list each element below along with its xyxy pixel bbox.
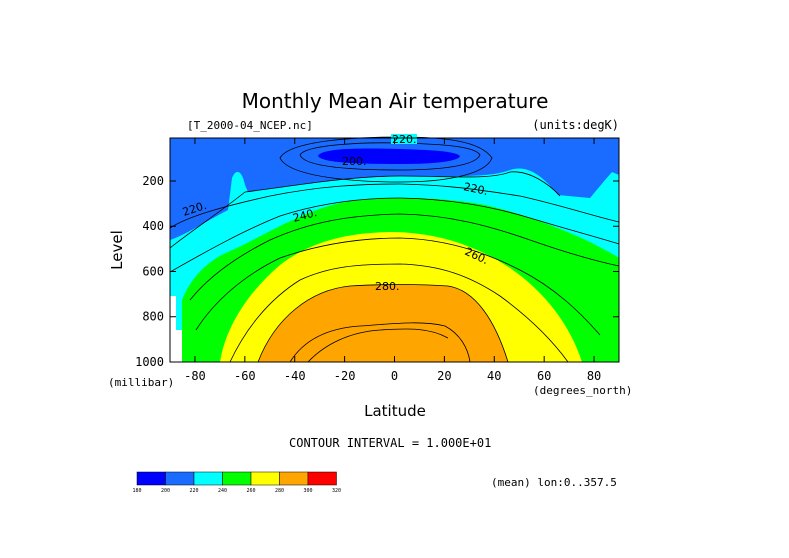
contour-label: 280. <box>375 280 400 293</box>
colorbar-swatch <box>136 471 166 486</box>
fill-band-200 <box>318 148 460 164</box>
y-tick-label: 400 <box>142 219 164 233</box>
fill-band-280 <box>258 284 508 362</box>
file-label: [T_2000-04_NCEP.nc] <box>187 119 313 132</box>
colorbar-swatch <box>193 471 223 486</box>
colorbar-label: 260 <box>246 488 255 494</box>
contour-plot-area: 220. 200. 220. 220. 240. 260. 280. <box>169 133 620 363</box>
contour-interval-text: CONTOUR INTERVAL = 1.000E+01 <box>289 436 491 450</box>
colorbar-label: 280 <box>275 488 284 494</box>
x-tick-label: -80 <box>184 369 206 383</box>
mean-text: (mean) lon:0..357.5 <box>491 476 617 489</box>
contour-label: 220. <box>392 133 417 146</box>
colorbar-swatch <box>222 471 252 486</box>
fill-gap-left <box>170 296 182 362</box>
y-axis-label: Level <box>108 230 126 270</box>
x-unit-label: (degrees_north) <box>533 384 632 397</box>
colorbar-swatch <box>307 471 337 486</box>
y-tick-label: 200 <box>142 174 164 188</box>
x-tick-label: -40 <box>284 369 306 383</box>
x-tick-label: 20 <box>437 369 451 383</box>
colorbar-label: 180 <box>132 488 141 494</box>
x-tick-label: 60 <box>537 369 551 383</box>
chart-title: Monthly Mean Air temperature <box>242 89 549 113</box>
colorbar-swatch <box>279 471 309 486</box>
x-tick-label: 0 <box>391 369 398 383</box>
colorbar-label: 240 <box>218 488 227 494</box>
contour-label: 220. <box>462 180 489 198</box>
y-tick-label: 800 <box>142 310 164 324</box>
x-axis: -80 -60 -40 -20 0 20 40 60 80 <box>184 138 601 383</box>
x-tick-label: 80 <box>587 369 601 383</box>
colorbar-label: 200 <box>161 488 170 494</box>
y-unit-label: (millibar) <box>108 376 174 389</box>
y-axis: 200 400 600 800 1000 <box>135 174 619 369</box>
colorbar: 180 200 220 240 260 280 300 320 <box>132 471 341 494</box>
colorbar-label: 220 <box>189 488 198 494</box>
colorbar-swatch <box>165 471 195 486</box>
contour-label: 200. <box>342 155 367 168</box>
x-tick-label: -60 <box>234 369 256 383</box>
colorbar-swatch <box>250 471 280 486</box>
y-tick-label: 600 <box>142 264 164 278</box>
contour-label: 240. <box>291 206 318 225</box>
units-label: (units:degK) <box>532 118 619 132</box>
x-tick-label: -20 <box>334 369 356 383</box>
colorbar-label: 300 <box>303 488 312 494</box>
y-tick-label: 1000 <box>135 355 164 369</box>
x-tick-label: 40 <box>487 369 501 383</box>
colorbar-label: 320 <box>332 488 341 494</box>
x-axis-label: Latitude <box>364 402 426 420</box>
